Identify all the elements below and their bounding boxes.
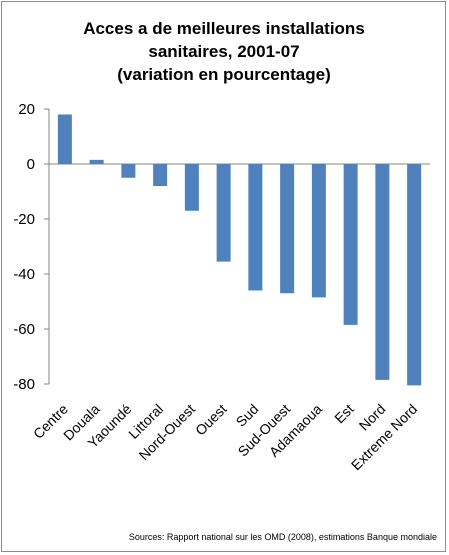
category-label: Ouest	[192, 401, 230, 439]
chart-title-line-3: (variation en pourcentage)	[117, 65, 330, 84]
chart-title-line-1: Acces a de meilleures installations	[83, 19, 365, 38]
bar	[121, 164, 136, 178]
category-label: Est	[331, 401, 357, 427]
y-tick-label: -40	[13, 266, 35, 283]
bar	[184, 164, 199, 211]
bar	[153, 164, 168, 186]
bar	[311, 164, 326, 298]
bar	[343, 164, 358, 325]
bar	[407, 164, 422, 386]
bar	[375, 164, 390, 380]
y-tick-label: -20	[13, 211, 35, 228]
bar	[57, 114, 72, 164]
chart-title-line-2: sanitaires, 2001-07	[148, 42, 299, 61]
y-tick-label: -80	[13, 376, 35, 393]
y-tick-label: 0	[27, 156, 35, 173]
source-note: Sources: Rapport national sur les OMD (2…	[129, 532, 437, 542]
bar	[216, 164, 231, 262]
bar	[248, 164, 263, 291]
plot-area: 200-20-40-60-80CentreDoualaYaoundéLittor…	[13, 101, 430, 473]
y-tick-label: -60	[13, 321, 35, 338]
y-tick-label: 20	[18, 101, 35, 118]
bar	[280, 164, 295, 294]
bar	[89, 159, 104, 164]
